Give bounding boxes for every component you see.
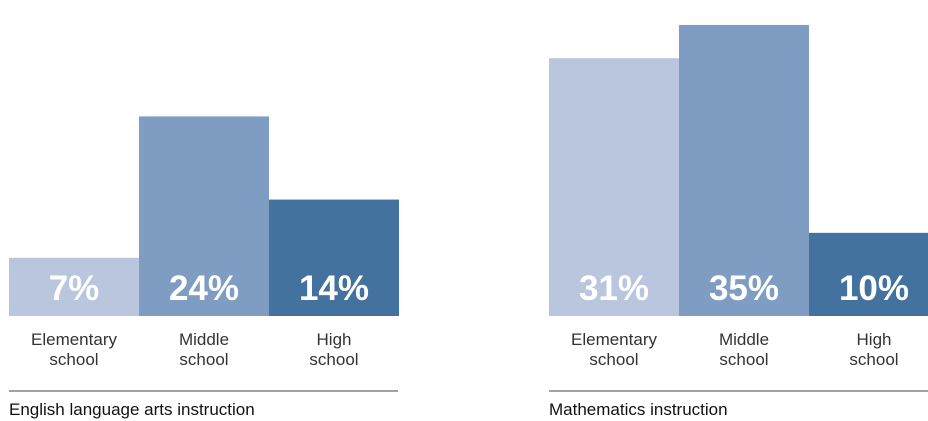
math-bar-1 (679, 24, 809, 317)
math-category-label-1: Middle school (719, 330, 769, 369)
math-category-label-2: High school (849, 330, 898, 369)
ela-category-line-0-0: Elementary (31, 330, 117, 349)
ela-category-label-0: Elementary school (31, 330, 117, 369)
ela-category-label-2: High school (309, 330, 358, 369)
math-value-label-0: 31% (579, 269, 649, 308)
math-category-line-2-0: High (857, 330, 892, 349)
ela-category-line-2-1: school (309, 350, 358, 369)
math-category-line-1-1: school (719, 350, 768, 369)
math-value-label-2: 10% (839, 269, 909, 308)
math-value-label-1: 35% (709, 269, 779, 308)
ela-bar-2 (269, 199, 399, 316)
ela-category-line-1-1: school (179, 350, 228, 369)
math-category-line-2-1: school (849, 350, 898, 369)
math-category-line-0-1: school (589, 350, 638, 369)
ela-bar-0 (9, 257, 139, 316)
math-category-line-1-0: Middle (719, 330, 769, 349)
math-category-label-0: Elementary school (571, 330, 657, 369)
ela-value-label-2: 14% (299, 269, 369, 308)
ela-category-line-1-0: Middle (179, 330, 229, 349)
ela-category-line-0-1: school (49, 350, 98, 369)
math-bar-2 (809, 232, 928, 316)
ela-category-label-1: Middle school (179, 330, 229, 369)
ela-panel-title: English language arts instruction (9, 400, 255, 419)
ela-bar-1 (139, 116, 269, 316)
math-panel-title: Mathematics instruction (549, 400, 728, 419)
math-bar-0 (549, 58, 679, 317)
math-category-line-0-0: Elementary (571, 330, 657, 349)
ela-value-label-0: 7% (49, 269, 100, 308)
ela-category-line-2-0: High (317, 330, 352, 349)
ela-value-label-1: 24% (169, 269, 239, 308)
